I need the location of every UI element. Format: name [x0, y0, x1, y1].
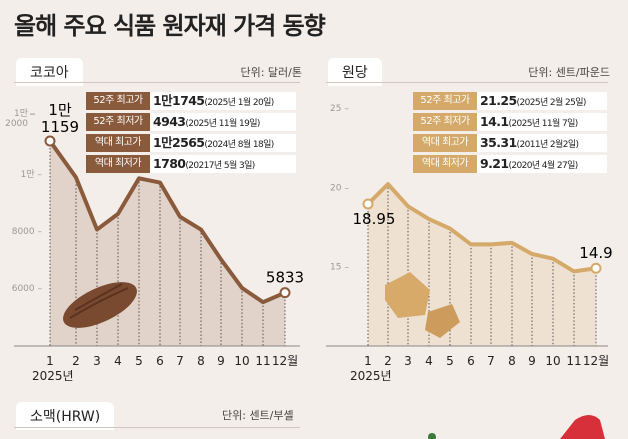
x-tick-label: 1	[46, 354, 54, 368]
x-tick-label: 7	[176, 354, 184, 368]
stat-key: 역대 최고가	[413, 134, 477, 152]
wheat-unit: 단위: 센트/부셸	[222, 409, 294, 422]
x-tick-label: 4	[425, 354, 433, 368]
chart-1: 25 – 20 – 15 – 1 2 3 4 5 6 7 8 9 10 11 12월 2025년 18.95 14…	[326, 104, 613, 383]
stat-key: 52주 최고가	[413, 92, 477, 110]
x-tick-label: 12월	[272, 354, 298, 368]
last-point-label: 14.9	[579, 244, 612, 262]
stat-key: 52주 최저가	[86, 113, 150, 131]
panel-tab: 코코아	[16, 58, 83, 86]
y-tick-label: 20 –	[330, 183, 349, 193]
stat-value: 9.21(2020년 4월 27일)	[477, 155, 607, 173]
last-point-label: 5833	[266, 269, 304, 287]
x-tick-label: 6	[156, 354, 164, 368]
x-tick-label: 10	[234, 354, 249, 368]
stat-value: 1만2565(2024년 8월 18일)	[150, 134, 296, 152]
x-tick-label: 12월	[583, 354, 609, 368]
x-tick-label: 8	[508, 354, 516, 368]
y-tick-label: 1만 2000	[5, 109, 28, 130]
panel-rule	[326, 82, 608, 83]
stat-row: 52주 최저가 4943(2025년 11월 19일)	[86, 113, 296, 131]
cocoa-pod-ridge	[69, 283, 129, 319]
stat-row: 역대 최고가 35.31(2011년 2월2일)	[413, 134, 607, 152]
pipe-illustration-icon	[560, 415, 605, 439]
x-tick-label: 11	[255, 354, 270, 368]
series-line	[366, 182, 597, 274]
stat-value: 1780(20217년 5월 3일)	[150, 155, 296, 173]
stat-value: 14.1(2025년 11월 7일)	[477, 113, 607, 131]
x-tick-label: 3	[404, 354, 412, 368]
x-tick-label: 11	[566, 354, 581, 368]
cocoa-pod-icon	[63, 282, 137, 328]
x-tick-label: 5	[446, 354, 454, 368]
stat-row: 역대 최저가 1780(20217년 5월 3일)	[86, 155, 296, 173]
stat-row: 52주 최고가 1만1745(2025년 1월 20일)	[86, 92, 296, 110]
panel-rule	[14, 82, 300, 83]
x-tick-label: 9	[528, 354, 536, 368]
y-tick-label: 1만 –	[21, 169, 43, 180]
first-point-label: 1159	[41, 118, 79, 136]
x-tick-label: 6	[467, 354, 475, 368]
year-label: 2025년	[32, 369, 74, 383]
x-tick-label: 5	[135, 354, 143, 368]
y-tick-label: 6000 –	[12, 284, 43, 294]
x-tick-label: 1	[364, 354, 372, 368]
stat-key: 52주 최고가	[86, 92, 150, 110]
stat-row: 역대 최저가 9.21(2020년 4월 27일)	[413, 155, 607, 173]
wheat-rule	[14, 427, 300, 428]
sugar-cube-icon	[425, 304, 460, 338]
stat-key: 역대 최저가	[86, 155, 150, 173]
stat-value: 1만1745(2025년 1월 20일)	[150, 92, 296, 110]
x-tick-label: 9	[217, 354, 225, 368]
end-point	[44, 135, 56, 147]
end-point	[279, 287, 291, 299]
chart-0: 1만 –8000 –6000 –1 2 3 4 5 6 7 8 9 10 11 12월2025년1만1…	[12, 101, 304, 383]
x-tick-label: 8	[197, 354, 205, 368]
sugar-cube-icon	[385, 272, 430, 318]
y-tick-label: 15 –	[330, 263, 349, 273]
first-point-label: 1만	[48, 101, 72, 119]
stat-key: 52주 최저가	[413, 113, 477, 131]
x-tick-label: 4	[114, 354, 122, 368]
series-line	[48, 139, 286, 305]
unit-label: 단위: 달러/톤	[240, 66, 302, 79]
first-point-label: 18.95	[353, 210, 396, 228]
wheat-tab: 소맥(HRW)	[16, 402, 115, 430]
stat-value: 35.31(2011년 2월2일)	[477, 134, 607, 152]
x-tick-label: 2	[72, 354, 80, 368]
y-tick-label: 25 –	[330, 104, 349, 114]
stat-value: 4943(2025년 11월 19일)	[150, 113, 296, 131]
stat-row: 52주 최고가 21.25(2025년 2월 25일)	[413, 92, 607, 110]
stat-row: 역대 최고가 1만2565(2024년 8월 18일)	[86, 134, 296, 152]
stat-key: 역대 최고가	[86, 134, 150, 152]
leaf-icon	[428, 433, 436, 439]
stat-value: 21.25(2025년 2월 25일)	[477, 92, 607, 110]
stat-key: 역대 최저가	[413, 155, 477, 173]
end-point	[362, 198, 374, 210]
end-point	[590, 262, 602, 274]
unit-label: 단위: 센트/파운드	[528, 66, 610, 79]
x-tick-label: 10	[545, 354, 560, 368]
y-tick-label: 8000 –	[12, 227, 43, 237]
stat-row: 52주 최저가 14.1(2025년 11월 7일)	[413, 113, 607, 131]
page-title: 올해 주요 식품 원자재 가격 동향	[14, 12, 326, 40]
x-tick-label: 2	[384, 354, 392, 368]
x-tick-label: 7	[487, 354, 495, 368]
x-tick-label: 3	[93, 354, 101, 368]
year-label: 2025년	[350, 369, 392, 383]
panel-tab: 원당	[328, 58, 382, 86]
